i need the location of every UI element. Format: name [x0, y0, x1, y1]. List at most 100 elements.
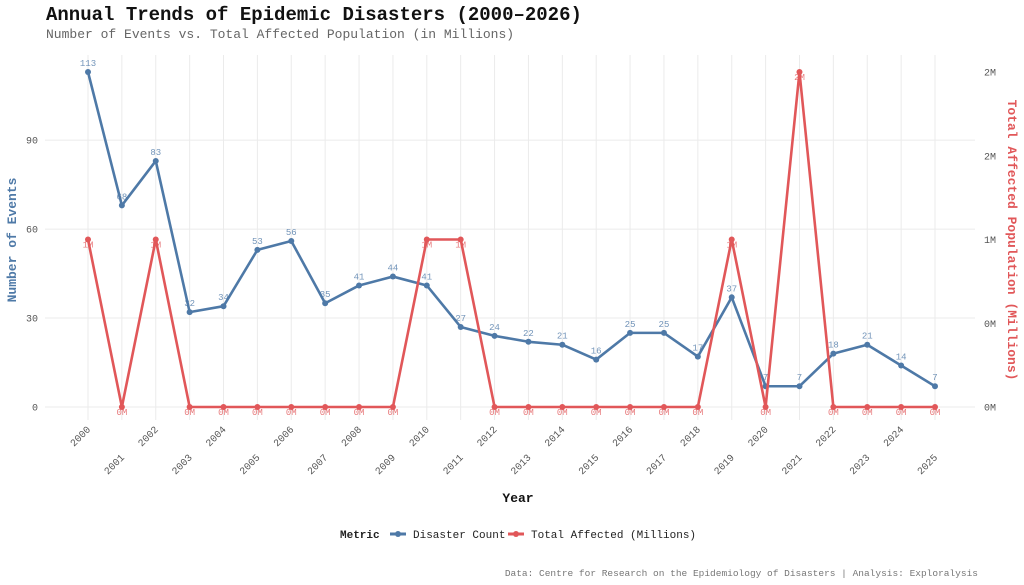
disaster-count-data-label: 27	[455, 314, 466, 324]
x-tick-label: 2016	[611, 425, 636, 450]
disaster-count-point	[796, 383, 803, 390]
total-affected-millions-data-label: 0M	[896, 408, 907, 418]
total-affected-millions-point	[356, 404, 363, 410]
total-affected-millions-data-label: 1M	[726, 241, 737, 251]
total-affected-millions-point	[152, 236, 159, 243]
x-tick-label: 2025	[916, 453, 941, 478]
x-tick-label: 2009	[374, 453, 399, 478]
total-affected-millions-line	[86, 70, 935, 409]
disaster-count-data-label: 14	[896, 352, 907, 362]
total-affected-millions-point	[898, 404, 905, 410]
x-tick-label: 2010	[408, 425, 433, 450]
total-affected-millions-point	[457, 236, 464, 243]
total-affected-millions-point	[288, 404, 295, 410]
disaster-count-point	[220, 303, 227, 310]
total-affected-millions-data-label: 0M	[252, 408, 263, 418]
total-affected-millions-point	[525, 404, 532, 410]
disaster-count-data-label: 37	[726, 284, 737, 294]
disaster-count-point	[830, 350, 837, 357]
chart-subtitle: Number of Events vs. Total Affected Popu…	[46, 27, 514, 42]
y2-tick-label: 2M	[984, 152, 996, 163]
legend-marker-disaster-count	[395, 531, 401, 537]
x-tick-label: 2000	[69, 425, 94, 450]
total-affected-millions-data-label: 0M	[930, 408, 941, 418]
disaster-count-data-label: 22	[523, 329, 534, 339]
total-affected-millions-point	[220, 404, 227, 410]
total-affected-millions-point	[864, 404, 871, 410]
disaster-count-data-label: 41	[421, 272, 432, 282]
disaster-count-data-label: 7	[932, 373, 937, 383]
x-tick-label: 2022	[814, 425, 839, 450]
x-tick-label: 2024	[882, 425, 907, 450]
x-tick-label: 2005	[238, 453, 263, 478]
x-tick-label: 2004	[205, 425, 230, 450]
total-affected-millions-data-label: 0M	[388, 408, 399, 418]
x-tick-label: 2006	[272, 425, 297, 450]
legend-label-total-affected: Total Affected (Millions)	[531, 530, 696, 542]
x-tick-label: 2002	[137, 425, 162, 450]
y2-tick-label: 0M	[984, 404, 996, 415]
disaster-count-point	[491, 332, 498, 339]
y-axis-title: Number of Events	[5, 177, 20, 302]
disaster-count-point	[898, 362, 905, 369]
total-affected-millions-data-label: 0M	[354, 408, 365, 418]
caption: Data: Centre for Research on the Epidemi…	[505, 568, 978, 579]
disaster-count-point	[593, 356, 600, 363]
total-affected-millions-data-label: 0M	[591, 408, 602, 418]
x-tick-label: 2011	[442, 453, 467, 478]
total-affected-millions-data-label: 0M	[828, 408, 839, 418]
disaster-count-point	[559, 341, 566, 348]
total-affected-millions-point	[932, 404, 938, 410]
total-affected-millions-data-label: 0M	[692, 408, 703, 418]
x-tick-label: 2015	[577, 453, 602, 478]
disaster-count-data-label: 32	[184, 299, 195, 309]
disaster-count-data-label: 56	[286, 228, 297, 238]
x-tick-label: 2013	[510, 453, 535, 478]
disaster-count-data-label: 21	[862, 332, 873, 342]
total-affected-millions-data-label: 1M	[83, 241, 94, 251]
total-affected-millions-point	[694, 404, 701, 410]
y2-tick-label: 2M	[984, 69, 996, 80]
total-affected-millions-data-label: 1M	[150, 241, 161, 251]
y-tick-label: 0	[32, 404, 38, 415]
disaster-count-data-label: 35	[320, 290, 331, 300]
total-affected-millions-data-label: 0M	[659, 408, 670, 418]
disaster-count-point	[186, 309, 193, 316]
legend: Metric Disaster Count Total Affected (Mi…	[340, 530, 696, 542]
total-affected-millions-point	[559, 404, 566, 410]
disaster-count-point	[932, 383, 938, 390]
x-tick-label: 2019	[713, 453, 738, 478]
disaster-count-line	[86, 71, 936, 388]
axes: 2000 2001 2002 2003 2004 2005 2006 2007 2008 2009…	[26, 69, 996, 478]
total-affected-millions-point	[627, 404, 634, 410]
total-affected-millions-data-label: 0M	[218, 408, 229, 418]
total-affected-millions-point	[728, 236, 735, 243]
disaster-count-point	[118, 202, 125, 209]
disaster-count-point	[660, 329, 667, 336]
gridlines	[45, 55, 975, 420]
disaster-count-data-label: 7	[797, 373, 802, 383]
legend-marker-total-affected	[513, 531, 519, 537]
x-tick-label: 2021	[781, 453, 806, 478]
disaster-count-data-label: 113	[80, 59, 96, 69]
disaster-count-point	[85, 69, 91, 75]
disaster-count-point	[457, 323, 464, 330]
x-tick-label: 2012	[476, 425, 501, 450]
total-affected-millions-data-label: 1M	[421, 241, 432, 251]
disaster-count-data-label: 16	[591, 347, 602, 357]
disaster-count-point	[356, 282, 363, 289]
y2-axis-title: Total Affected Population (Millions)	[1004, 100, 1019, 381]
total-affected-millions-data-label: 0M	[116, 408, 127, 418]
disaster-count-data-label: 25	[659, 320, 670, 330]
disaster-count-point	[864, 341, 871, 348]
disaster-count-data-label: 41	[354, 272, 365, 282]
disaster-count-data-label: 34	[218, 293, 229, 303]
disaster-count-data-label: 17	[692, 344, 703, 354]
total-affected-millions-point	[322, 404, 329, 410]
total-affected-millions-point	[491, 404, 498, 410]
x-tick-label: 2001	[103, 453, 128, 478]
total-affected-millions-point	[254, 404, 261, 410]
x-tick-label: 2014	[543, 425, 568, 450]
disaster-count-data-label: 44	[388, 264, 399, 274]
